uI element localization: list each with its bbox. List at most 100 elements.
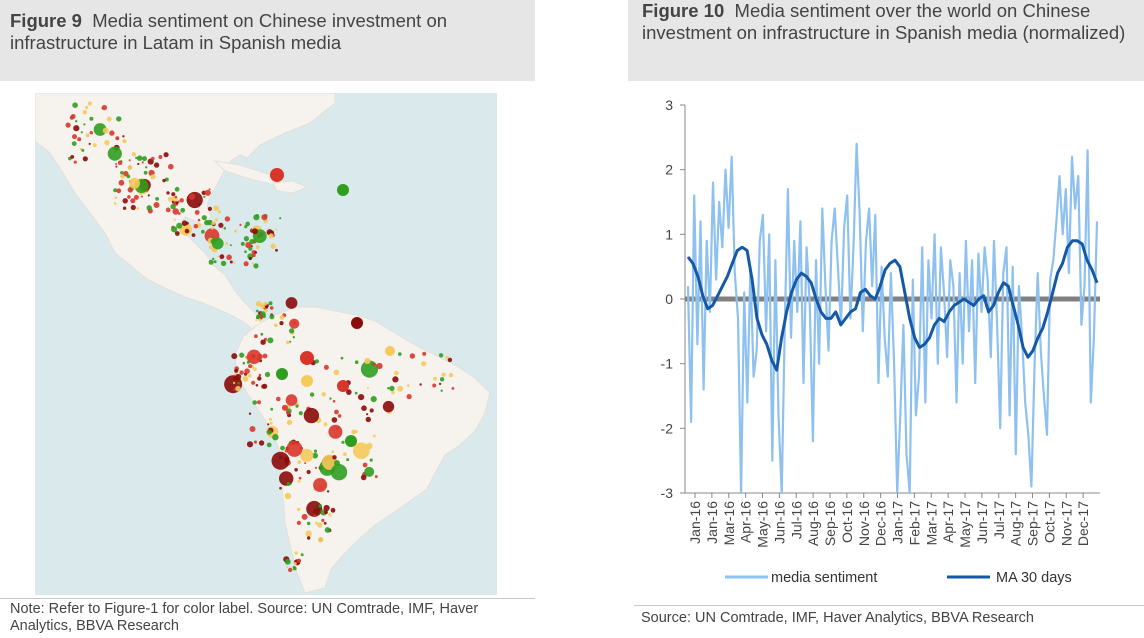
map-sentiment-marker xyxy=(292,336,295,339)
map-sentiment-marker xyxy=(115,163,118,165)
map-sentiment-marker xyxy=(374,475,378,479)
map-sentiment-marker xyxy=(272,434,279,441)
map-sentiment-marker xyxy=(280,445,285,451)
legend-label-ma30: MA 30 days xyxy=(996,570,1072,586)
map-sentiment-marker xyxy=(224,216,231,222)
map-sentiment-marker xyxy=(145,166,148,169)
map-sentiment-marker xyxy=(260,332,264,336)
map-sentiment-marker xyxy=(316,508,320,512)
map-sentiment-marker xyxy=(85,133,90,138)
map-sentiment-marker xyxy=(210,235,213,238)
map-sentiment-marker xyxy=(122,135,125,138)
media-sentiment-series-line xyxy=(686,142,1099,495)
legend-label-media-sentiment: media sentiment xyxy=(771,570,877,586)
map-sentiment-marker xyxy=(337,414,342,418)
map-sentiment-marker xyxy=(286,566,289,569)
map-sentiment-marker xyxy=(81,148,85,152)
map-sentiment-marker xyxy=(255,245,260,250)
map-sentiment-marker xyxy=(274,323,278,328)
map-sentiment-marker xyxy=(72,102,78,108)
map-sentiment-marker xyxy=(257,400,261,405)
map-sentiment-marker xyxy=(346,458,350,462)
map-sentiment-marker xyxy=(85,106,89,110)
map-sentiment-marker xyxy=(128,159,131,162)
map-sentiment-marker xyxy=(142,156,147,162)
map-sentiment-marker xyxy=(433,376,437,381)
map-sentiment-marker xyxy=(130,204,136,211)
y-tick-label: 3 xyxy=(665,97,673,113)
map-sentiment-marker xyxy=(346,389,352,395)
map-sentiment-marker xyxy=(286,440,303,457)
map-sentiment-marker xyxy=(284,558,291,565)
x-tick-label: Jan-16 xyxy=(704,501,720,544)
map-sentiment-marker xyxy=(321,518,325,522)
map-sentiment-marker xyxy=(186,191,203,209)
figure10-header: Figure 10 Media sentiment over the world… xyxy=(628,0,1144,81)
map-sentiment-marker-large xyxy=(300,351,314,365)
map-sentiment-marker xyxy=(281,404,289,411)
map-sentiment-marker xyxy=(87,101,92,106)
map-sentiment-marker xyxy=(116,116,122,122)
map-sentiment-marker xyxy=(175,201,179,205)
map-sentiment-marker xyxy=(333,369,340,376)
map-sentiment-marker xyxy=(102,127,109,134)
map-sentiment-marker xyxy=(130,198,136,204)
map-sentiment-marker xyxy=(258,318,261,322)
map-sentiment-marker xyxy=(275,248,278,252)
map-sentiment-marker xyxy=(284,492,292,500)
figure9-label: Figure 9 xyxy=(10,10,82,31)
map-sentiment-marker xyxy=(324,527,331,533)
map-sentiment-marker xyxy=(233,388,236,391)
map-sentiment-marker xyxy=(313,449,318,453)
map-sentiment-marker xyxy=(136,155,143,161)
map-sentiment-marker xyxy=(270,243,276,249)
map-sentiment-marker xyxy=(177,212,181,215)
map-sentiment-marker xyxy=(239,370,244,375)
x-tick-label: Jul-17 xyxy=(991,501,1007,539)
map-sentiment-marker xyxy=(305,530,312,537)
map-sentiment-marker xyxy=(318,504,323,508)
map-sentiment-marker xyxy=(441,372,446,377)
map-sentiment-marker xyxy=(246,349,262,364)
map-sentiment-marker xyxy=(233,261,236,264)
map-sentiment-marker xyxy=(332,455,337,460)
map-sentiment-marker xyxy=(274,228,277,231)
map-sentiment-marker xyxy=(448,372,454,378)
map-sentiment-marker xyxy=(229,260,233,264)
map-sentiment-marker xyxy=(127,195,131,199)
map-sentiment-marker xyxy=(353,442,370,460)
map-sentiment-marker xyxy=(321,392,326,397)
map-sentiment-marker xyxy=(234,229,238,233)
map-sentiment-marker xyxy=(180,207,186,213)
map-sentiment-marker xyxy=(294,551,298,555)
map-sentiment-marker xyxy=(242,361,246,365)
map-sentiment-marker xyxy=(279,321,284,326)
map-sentiment-marker xyxy=(293,562,297,565)
map-sentiment-marker xyxy=(289,328,295,334)
map-sentiment-marker xyxy=(240,241,245,246)
map-sentiment-marker xyxy=(208,245,213,250)
map-sentiment-marker xyxy=(432,383,437,388)
map-sentiment-marker xyxy=(421,361,427,367)
map-sentiment-marker xyxy=(174,231,180,236)
map-sentiment-marker xyxy=(168,163,174,170)
map-sentiment-marker xyxy=(279,486,282,490)
map-sentiment-marker xyxy=(80,131,83,134)
map-sentiment-marker xyxy=(422,351,427,356)
map-sentiment-marker xyxy=(313,478,328,492)
x-tick-label: Aug-16 xyxy=(805,501,821,546)
map-sentiment-marker xyxy=(171,192,176,197)
map-sentiment-marker xyxy=(65,122,71,128)
map-sentiment-marker xyxy=(440,389,443,392)
map-sentiment-marker-large xyxy=(345,435,357,447)
map-sentiment-marker xyxy=(268,417,272,421)
map-sentiment-marker xyxy=(258,373,262,377)
map-sentiment-marker xyxy=(116,188,122,194)
map-sentiment-marker-large xyxy=(351,317,363,329)
map-sentiment-marker xyxy=(266,442,272,448)
map-sentiment-marker xyxy=(70,114,76,119)
map-sentiment-marker xyxy=(366,442,373,450)
map-sentiment-marker xyxy=(298,476,302,480)
map-sentiment-marker xyxy=(334,409,339,415)
latam-sentiment-map xyxy=(35,93,497,595)
